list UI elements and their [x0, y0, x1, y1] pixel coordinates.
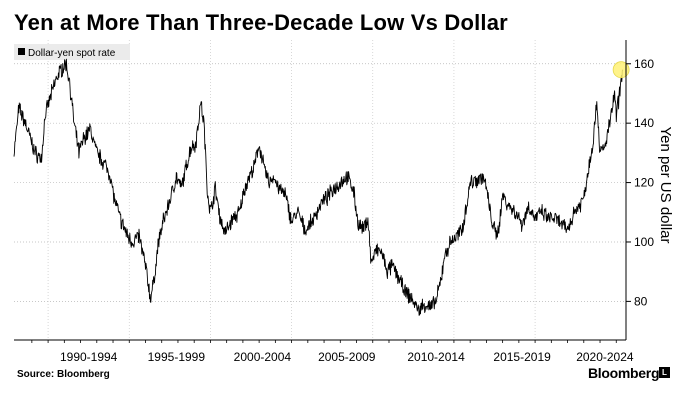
chart-title: Yen at More Than Three-Decade Low Vs Dol…: [14, 10, 508, 35]
legend: Dollar-yen spot rate: [14, 44, 130, 60]
bloomberg-badge-icon: L: [659, 367, 670, 378]
y-tick-label: 80: [634, 294, 648, 308]
latest-point-highlight: [612, 61, 630, 79]
y-tick-label: 120: [634, 176, 654, 190]
series-layer: [13, 58, 630, 316]
x-tick-label: 2005-2009: [318, 350, 376, 364]
bloomberg-logo: Bloomberg: [588, 365, 660, 381]
y-tick-label: 160: [634, 57, 654, 71]
y-axis-label: Yen per US dollar: [657, 126, 674, 243]
y-tick-label: 100: [634, 235, 654, 249]
source-note: Source: Bloomberg: [17, 369, 110, 380]
x-tick-label: 1990-1994: [60, 350, 118, 364]
y-tick-label: 140: [634, 116, 654, 130]
series-line-dollar-yen: [13, 58, 624, 316]
x-tick-label: 2000-2004: [234, 350, 292, 364]
legend-box: [14, 44, 130, 60]
x-axis: 1990-1994 1995-1999 2000-2004 2005-2009 2010…: [14, 339, 634, 364]
legend-entry: Dollar-yen spot rate: [28, 48, 116, 59]
x-tick-label: 2020-2024: [576, 350, 634, 364]
gridlines: [14, 40, 626, 340]
legend-swatch: [18, 48, 25, 55]
x-tick-label: 2010-2014: [407, 350, 465, 364]
y-axis: 80 100 120 140 160: [625, 40, 654, 340]
x-tick-label: 1995-1999: [148, 350, 206, 364]
x-tick-label: 2015-2019: [493, 350, 551, 364]
